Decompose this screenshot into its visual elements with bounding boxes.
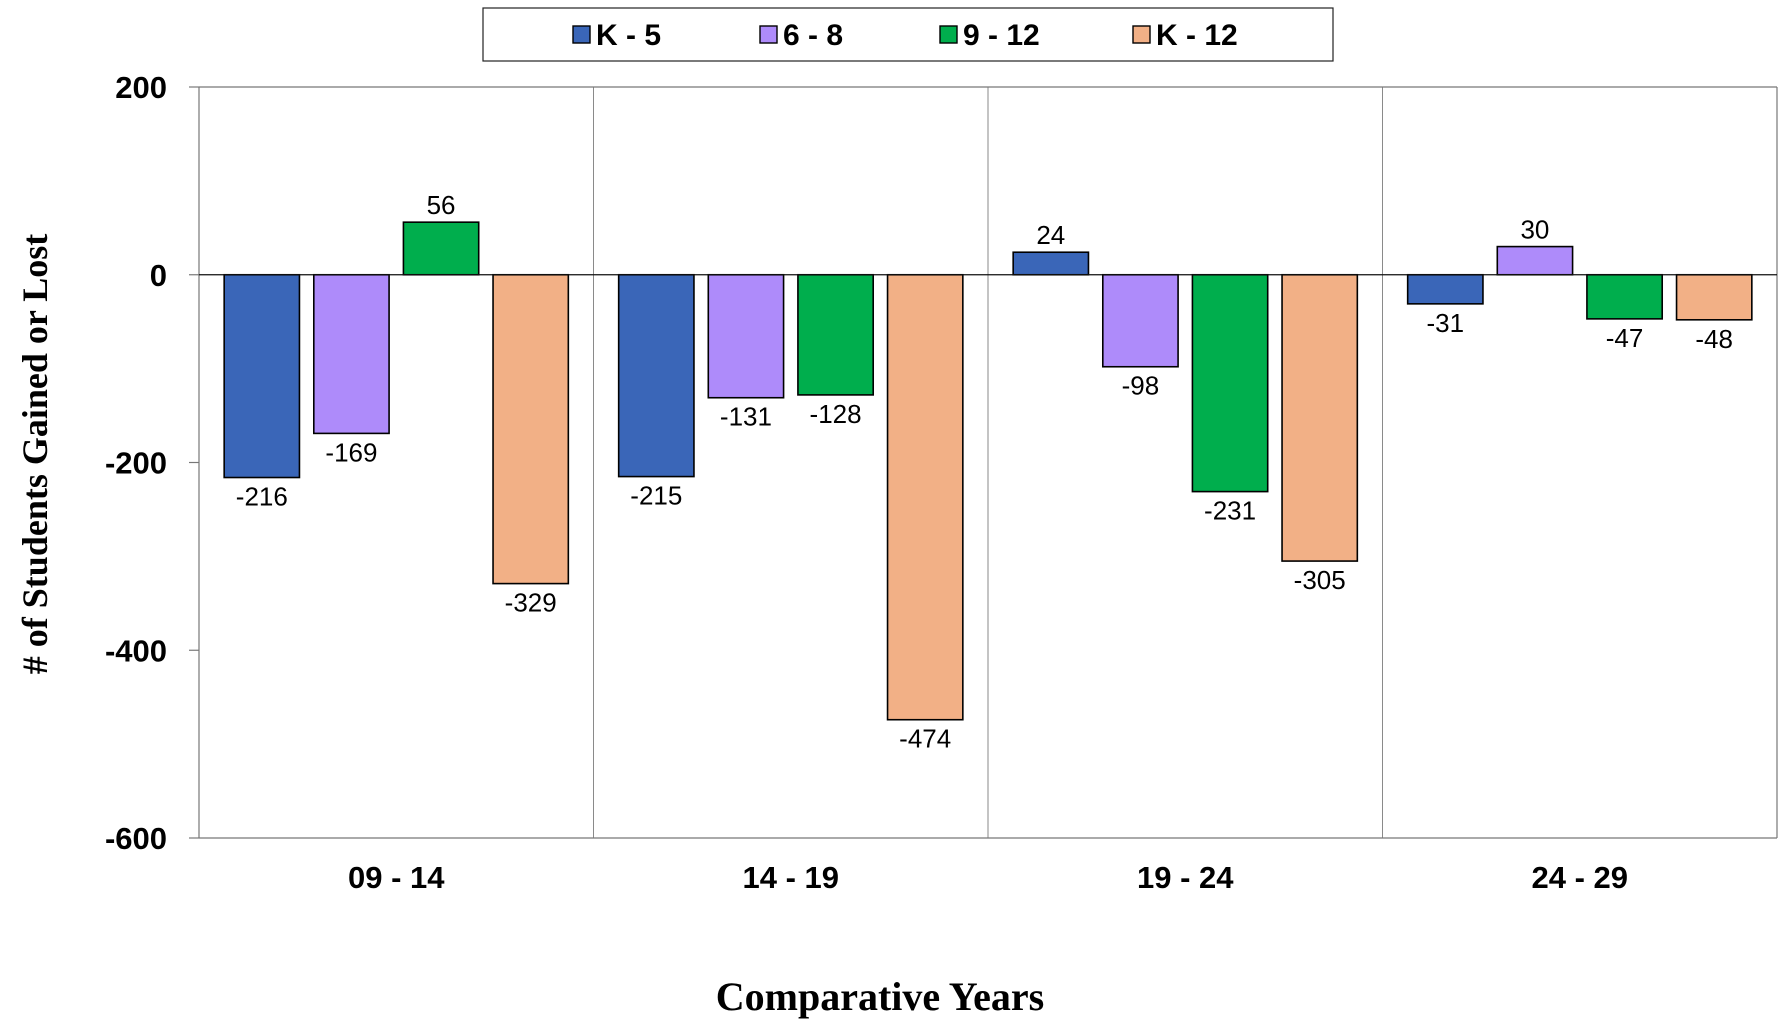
legend: K - 5 6 - 8 9 - 12 K - 12 — [482, 7, 1334, 62]
legend-box — [482, 7, 1334, 62]
data-label: -128 — [810, 399, 862, 429]
bar — [312, 273, 390, 435]
plot-area: 200 0 -200 -400 -600 -216 -169 56 -329 -215 -131 -… — [105, 70, 1778, 895]
bar — [1012, 251, 1090, 276]
data-label: -216 — [236, 482, 288, 512]
y-tick-label: -200 — [105, 446, 167, 481]
y-tick-label: -600 — [105, 821, 167, 856]
bar — [1496, 245, 1574, 276]
data-label: 30 — [1520, 215, 1549, 245]
x-tick-label: 24 - 29 — [1531, 860, 1628, 895]
bar — [707, 273, 785, 399]
y-tick-label: 200 — [115, 70, 167, 105]
data-label: -329 — [505, 588, 557, 618]
data-label: -47 — [1606, 323, 1644, 353]
data-label: -169 — [325, 437, 377, 467]
data-label: -131 — [720, 402, 772, 432]
x-axis-title: Comparative Years — [716, 974, 1044, 1019]
legend-label: K - 12 — [1156, 19, 1238, 52]
bar — [1101, 273, 1179, 368]
legend-swatch — [1132, 25, 1151, 44]
y-tick-label: -400 — [105, 633, 167, 668]
data-label: -474 — [899, 724, 951, 754]
bar — [1586, 273, 1664, 320]
x-tick-label: 09 - 14 — [348, 860, 445, 895]
bar — [797, 273, 875, 396]
data-label: -98 — [1122, 371, 1160, 401]
bar — [886, 273, 964, 721]
data-label: -48 — [1695, 324, 1733, 354]
legend-label: 6 - 8 — [783, 19, 843, 52]
data-label: -215 — [630, 481, 682, 511]
data-label: 24 — [1036, 220, 1065, 250]
data-label: -305 — [1294, 565, 1346, 595]
data-label: -231 — [1204, 496, 1256, 526]
legend-swatch — [939, 25, 958, 44]
x-tick-label: 14 - 19 — [742, 860, 839, 895]
bar — [617, 273, 695, 478]
x-tick-label: 19 - 24 — [1137, 860, 1234, 895]
data-label: -31 — [1427, 308, 1465, 338]
legend-swatch — [572, 25, 591, 44]
y-tick-label: 0 — [150, 258, 167, 293]
bar — [1191, 273, 1269, 493]
y-axis-title: # of Students Gained or Lost — [15, 234, 55, 674]
data-label: 56 — [427, 190, 456, 220]
legend-label: K - 5 — [596, 19, 661, 52]
legend-swatch — [759, 25, 778, 44]
bar — [492, 273, 570, 585]
legend-label: 9 - 12 — [963, 19, 1040, 52]
bar — [1406, 273, 1484, 305]
bar — [402, 221, 480, 276]
bar — [223, 273, 301, 479]
bar — [1675, 273, 1753, 321]
bar — [1281, 273, 1359, 562]
